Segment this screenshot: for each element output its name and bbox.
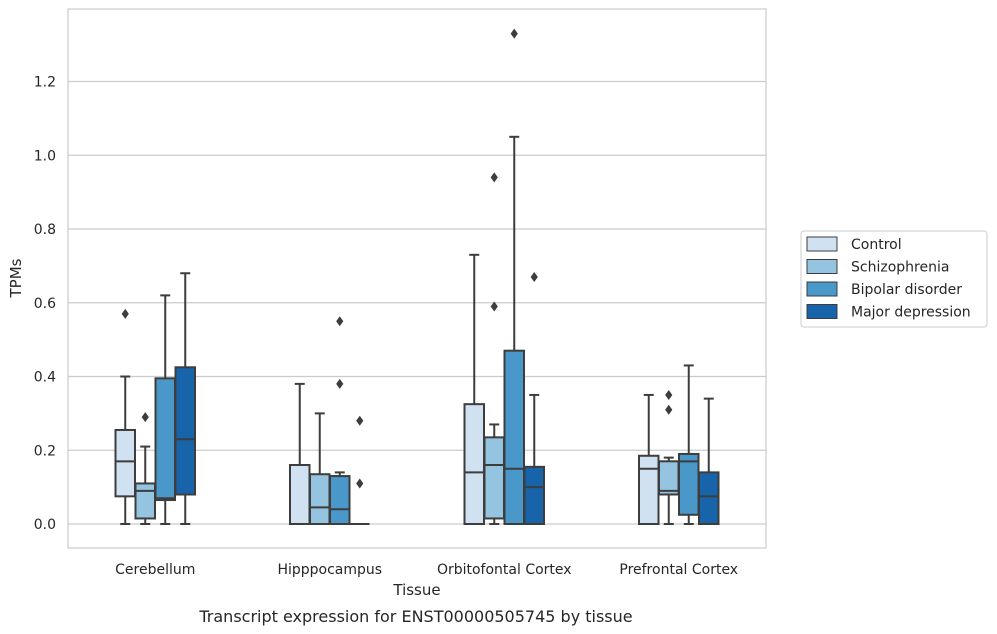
plot-frame (67, 8, 767, 549)
legend-label: Bipolar disorder (851, 282, 962, 298)
y-tick-label: 1.2 (34, 75, 56, 91)
outlier-point (510, 28, 518, 39)
legend-swatch (806, 236, 838, 252)
outlier-point (336, 316, 344, 327)
outlier-point (530, 271, 538, 282)
box-1-4 (638, 393, 660, 525)
box-body (658, 460, 680, 496)
x-tick-label: Orbitofontal Cortex (437, 562, 572, 578)
legend-swatch (806, 304, 838, 319)
boxes-layer (114, 28, 720, 525)
chart-caption: Transcript expression for ENST0000050574… (198, 607, 632, 626)
legend-swatch (806, 281, 838, 297)
box-4-2 (350, 415, 370, 525)
box-1-1 (114, 308, 136, 525)
outlier-point (121, 308, 129, 319)
x-tick-label: Cerebellum (115, 562, 195, 578)
x-tick-label: Hipppocampus (277, 562, 382, 578)
box-body (309, 473, 331, 525)
legend-label: Schizophrenia (851, 260, 949, 276)
y-tick-label: 0.6 (34, 296, 56, 312)
outlier-point (665, 404, 673, 415)
box-body (174, 366, 196, 496)
x-tick-label: Prefrontal Cortex (619, 562, 738, 578)
box-body (329, 475, 351, 525)
box-body (289, 464, 311, 525)
outlier-point (665, 389, 673, 400)
outlier-point (490, 172, 498, 183)
x-axis-ticks: Cerebellum Hipppocampus Orbitofontal Corte… (115, 562, 738, 578)
y-tick-label: 0.0 (34, 517, 56, 533)
y-tick-label: 0.8 (34, 222, 56, 238)
outlier-point (141, 412, 149, 423)
box-2-4 (658, 389, 680, 525)
box-body (503, 349, 525, 525)
box-2-3 (483, 172, 505, 525)
box-body (483, 436, 505, 520)
box-body (638, 454, 660, 525)
box-3-4 (678, 364, 700, 525)
y-axis-label: TPMs (7, 258, 25, 298)
legend: Control Schizophrenia Bipolar disorder Majo… (800, 230, 988, 328)
box-2-1 (134, 412, 156, 525)
box-3-3 (503, 28, 525, 525)
legend-label: Major depression (851, 305, 971, 321)
y-tick-label: 0.2 (34, 443, 56, 459)
x-axis-label: Tissue (392, 581, 440, 599)
legend-frame (800, 230, 988, 328)
box-3-2 (329, 316, 351, 525)
box-body (134, 482, 156, 520)
legend-label: Control (851, 237, 902, 253)
box-body (678, 452, 700, 516)
box-4-4 (698, 397, 720, 525)
y-axis-ticks: 0.0 0.2 0.4 0.6 0.8 1.0 1.2 (34, 75, 56, 534)
outlier-point (490, 301, 498, 312)
outlier-point (356, 478, 364, 489)
outlier-point (356, 415, 364, 426)
box-body (523, 465, 545, 525)
box-body (698, 471, 720, 525)
box-body (154, 377, 176, 502)
box-4-3 (523, 271, 545, 525)
y-tick-label: 1.0 (34, 148, 56, 164)
outlier-point (336, 378, 344, 389)
box-4-1 (174, 272, 196, 525)
y-tick-label: 0.4 (34, 370, 56, 386)
box-body (114, 428, 136, 498)
box-body (463, 403, 485, 525)
legend-swatch (806, 259, 838, 274)
